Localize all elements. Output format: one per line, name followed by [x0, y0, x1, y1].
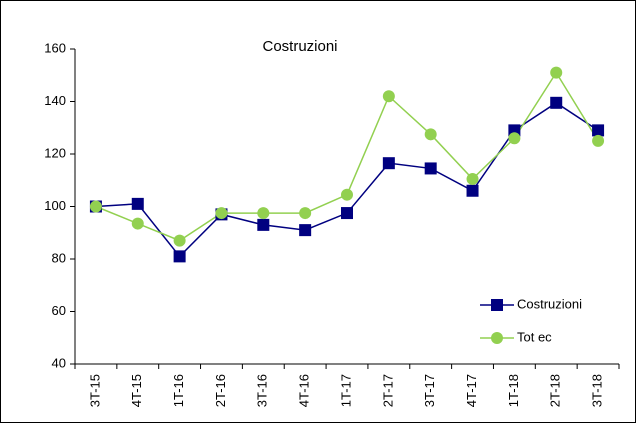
x-tick-label: 1T-16	[171, 374, 186, 407]
data-point	[466, 172, 479, 185]
data-point	[382, 90, 395, 103]
title-background	[254, 35, 346, 57]
x-tick-label: 2T-16	[213, 374, 228, 407]
y-tick-label: 120	[44, 145, 66, 160]
y-tick-label: 160	[44, 40, 66, 55]
y-tick-label: 100	[44, 198, 66, 213]
data-point	[550, 96, 563, 109]
data-point	[257, 218, 270, 231]
data-point	[592, 134, 605, 147]
x-tick-label: 3T-17	[422, 374, 437, 407]
data-point	[341, 188, 353, 201]
data-point	[341, 207, 353, 220]
x-tick-label: 3T-16	[255, 374, 270, 407]
data-point	[424, 162, 437, 175]
x-tick-label: 2T-18	[548, 374, 563, 407]
x-tick-label: 1T-18	[506, 374, 521, 407]
y-tick-label: 40	[52, 355, 66, 370]
x-tick-label: 3T-15	[87, 374, 102, 407]
legend-marker	[491, 299, 503, 311]
y-tick-label: 80	[52, 250, 66, 265]
data-point	[382, 157, 395, 170]
data-point	[466, 184, 479, 197]
x-tick-label: 4T-17	[464, 374, 479, 407]
y-tick-label: 60	[52, 303, 66, 318]
data-point	[257, 207, 270, 220]
data-point	[131, 197, 144, 210]
legend-label: Costruzioni	[517, 296, 582, 311]
data-point	[550, 66, 563, 79]
x-tick-label: 2T-17	[380, 374, 395, 407]
data-point	[131, 217, 144, 230]
x-tick-label: 1T-17	[338, 374, 353, 407]
data-point	[215, 207, 228, 220]
data-point	[299, 207, 312, 220]
x-tick-label: 4T-15	[129, 374, 144, 407]
data-point	[508, 132, 521, 145]
legend-label: Tot ec	[517, 329, 552, 344]
x-tick-label: 3T-18	[590, 374, 605, 407]
data-point	[173, 250, 186, 263]
chart-title: Costruzioni	[262, 38, 337, 55]
data-point	[173, 234, 186, 247]
data-point	[424, 128, 437, 141]
data-point	[299, 224, 312, 237]
y-tick-label: 140	[44, 93, 66, 108]
legend-marker	[491, 332, 503, 344]
data-point	[592, 124, 605, 137]
data-point	[89, 200, 102, 213]
x-tick-label: 4T-16	[297, 374, 312, 407]
